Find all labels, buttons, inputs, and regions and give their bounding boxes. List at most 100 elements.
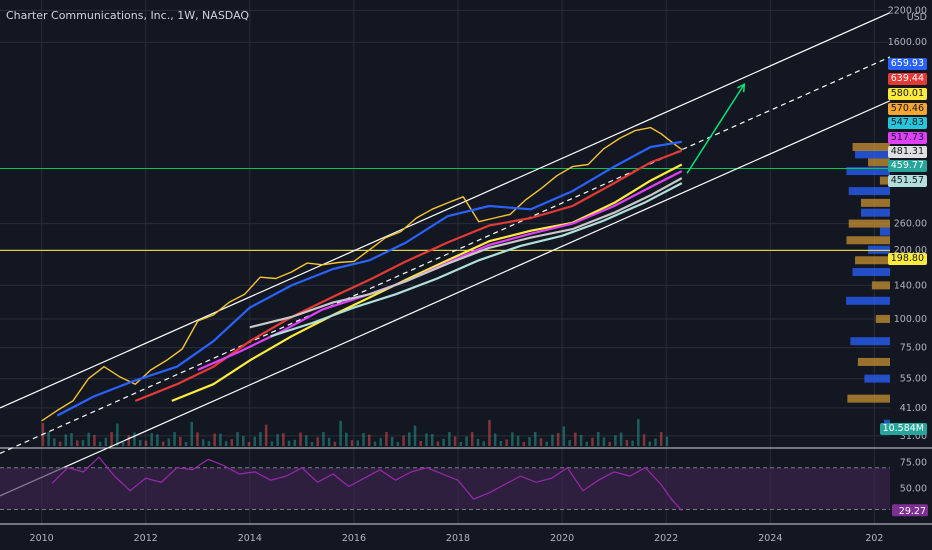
series-price bbox=[41, 126, 683, 422]
x-tick-label: 2020 bbox=[550, 533, 574, 544]
price-tag: 517.73 bbox=[887, 132, 927, 144]
volume-bar bbox=[133, 432, 136, 446]
volume-bar bbox=[345, 432, 348, 446]
volume-bar bbox=[98, 441, 102, 446]
volume-bar bbox=[528, 437, 531, 446]
volume-bar bbox=[430, 434, 434, 446]
volume-bar bbox=[121, 441, 125, 446]
volume-bar bbox=[665, 436, 669, 446]
y-tick-label: 140.00 bbox=[894, 280, 927, 291]
volume-bar bbox=[150, 433, 153, 446]
volume-bar bbox=[47, 432, 50, 446]
volume-bar bbox=[379, 438, 382, 446]
x-tick-label: 2016 bbox=[342, 533, 366, 544]
volume-bar bbox=[579, 434, 583, 446]
volume-bar bbox=[390, 437, 394, 446]
volume-bar bbox=[596, 432, 600, 446]
volume-bar bbox=[87, 432, 90, 446]
volume-bar bbox=[196, 432, 199, 446]
currency-label: USD bbox=[907, 12, 927, 23]
volume-bar bbox=[327, 437, 331, 446]
volume-profile-bar bbox=[868, 158, 890, 167]
volume-profile-bar bbox=[871, 281, 890, 290]
series-ma4 bbox=[197, 170, 683, 371]
volume-bar bbox=[493, 433, 497, 446]
volume-bar bbox=[270, 441, 274, 446]
volume-bar bbox=[465, 436, 468, 446]
volume-bars bbox=[41, 419, 669, 446]
volume-bar bbox=[373, 441, 377, 446]
volume-profile-bar bbox=[857, 357, 890, 366]
price-tag: 659.93 bbox=[887, 58, 927, 70]
volume-bar bbox=[264, 424, 268, 446]
volume-profile-bar bbox=[875, 314, 890, 323]
volume-bar bbox=[179, 436, 182, 446]
volume-bar bbox=[287, 440, 291, 446]
x-tick-label: 2022 bbox=[654, 533, 678, 544]
price-tag: 10.584M bbox=[879, 423, 927, 435]
price-tag: 459.77 bbox=[887, 160, 927, 172]
volume-profile-bar bbox=[861, 208, 890, 217]
volume-bar bbox=[459, 441, 463, 446]
channel-upper-line bbox=[0, 12, 891, 409]
chart-title: Charter Communications, Inc., 1W, NASDAQ bbox=[6, 9, 250, 22]
volume-bar bbox=[367, 434, 371, 446]
volume-bar bbox=[333, 441, 337, 446]
y-tick-label: 31.00 bbox=[900, 431, 927, 442]
volume-bar bbox=[522, 441, 526, 446]
volume-bar bbox=[408, 432, 411, 446]
volume-bar bbox=[224, 441, 228, 446]
volume-bar bbox=[482, 441, 485, 446]
volume-bar bbox=[534, 432, 537, 446]
volume-bar bbox=[619, 432, 623, 446]
volume-bar bbox=[648, 441, 652, 446]
x-tick-label: 2014 bbox=[238, 533, 262, 544]
x-tick-label: 2012 bbox=[134, 533, 158, 544]
volume-bar bbox=[396, 441, 400, 446]
volume-bar bbox=[562, 426, 566, 446]
volume-profile-bar bbox=[846, 167, 890, 176]
y-tick-label: 260.00 bbox=[894, 219, 927, 230]
volume-bar bbox=[293, 439, 297, 446]
volume-bar bbox=[419, 440, 422, 446]
volume-bar bbox=[161, 441, 165, 446]
volume-bar bbox=[184, 441, 188, 446]
volume-bar bbox=[413, 425, 417, 446]
y-tick-label: 100.00 bbox=[894, 314, 927, 325]
volume-bar bbox=[138, 439, 142, 446]
rsi-value-tag bbox=[892, 504, 928, 517]
projection-arrow-head bbox=[736, 82, 746, 93]
price-tag: 547.83 bbox=[887, 117, 927, 129]
volume-bar bbox=[499, 440, 503, 446]
x-tick-label: 2024 bbox=[758, 533, 782, 544]
volume-bar bbox=[631, 440, 634, 446]
volume-bar bbox=[310, 441, 314, 446]
volume-bar bbox=[614, 435, 617, 446]
price-tag: 570.46 bbox=[887, 103, 927, 115]
volume-bar bbox=[362, 432, 365, 446]
volume-bar bbox=[488, 419, 491, 446]
volume-bar bbox=[253, 436, 256, 446]
volume-profile-bar bbox=[860, 198, 890, 207]
volume-bar bbox=[659, 432, 663, 446]
volume-bar bbox=[156, 434, 159, 446]
rsi-tick-label: 75.00 bbox=[900, 457, 927, 468]
volume-bar bbox=[304, 435, 308, 446]
volume-bar bbox=[167, 438, 171, 446]
volume-bar bbox=[471, 432, 474, 446]
volume-bar bbox=[75, 440, 79, 446]
volume-bar bbox=[574, 432, 577, 446]
volume-bar bbox=[322, 432, 325, 446]
x-tick-label: 202 bbox=[865, 533, 883, 544]
volume-bar bbox=[64, 434, 68, 446]
x-tick-label: 2010 bbox=[30, 533, 54, 544]
volume-bar bbox=[453, 436, 457, 446]
rsi-value-label: 29.27 bbox=[899, 506, 926, 517]
price-tag: 481.31 bbox=[887, 146, 927, 158]
volume-profile-bar bbox=[864, 374, 890, 383]
projection-arrow bbox=[686, 83, 745, 174]
volume-bar bbox=[53, 438, 56, 446]
volume-bar bbox=[505, 439, 508, 446]
